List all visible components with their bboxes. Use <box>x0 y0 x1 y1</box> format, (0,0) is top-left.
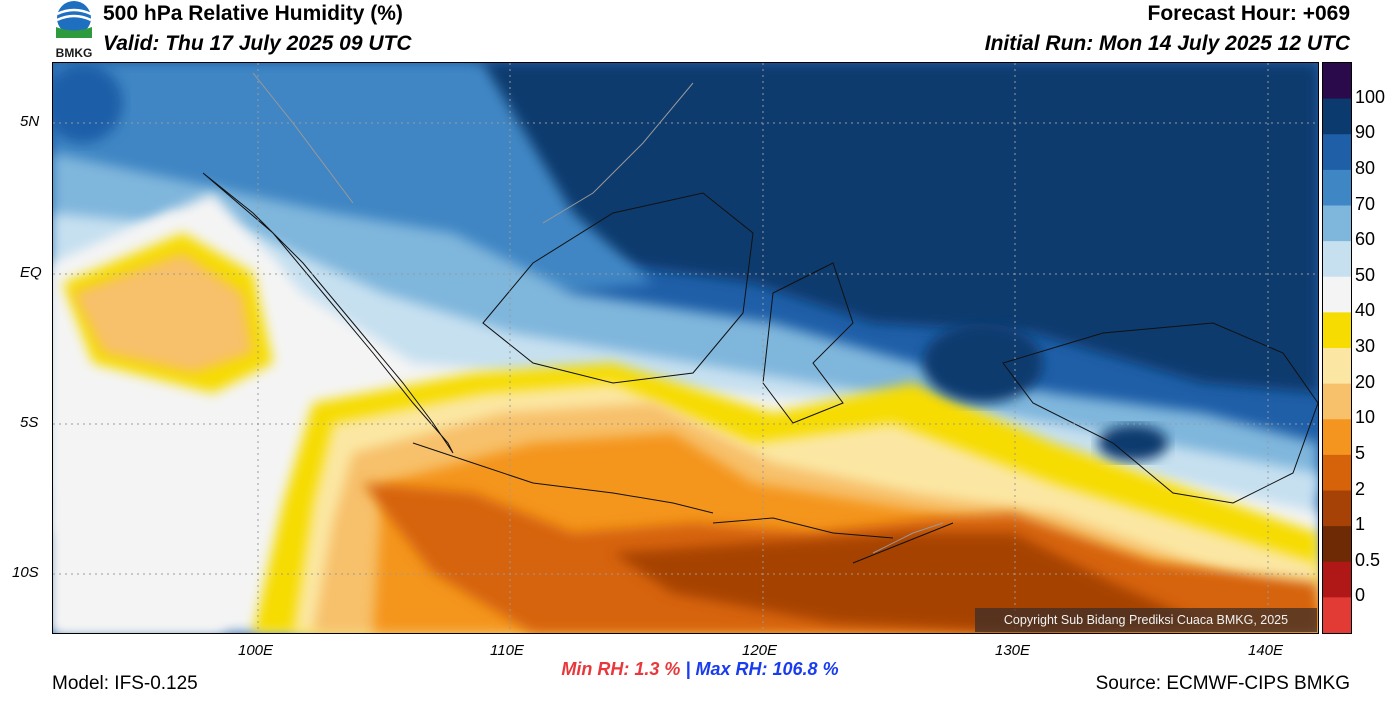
colorbar-swatch <box>1323 490 1351 527</box>
source-label: Source: ECMWF-CIPS BMKG <box>1095 673 1350 694</box>
colorbar-swatches <box>1323 63 1351 634</box>
colorbar-label: 1 <box>1355 514 1366 535</box>
valid-time: Valid: Thu 17 July 2025 09 UTC <box>103 32 412 55</box>
lon-tick-140e: 140E <box>1248 642 1284 659</box>
colorbar-label: 30 <box>1355 336 1376 356</box>
max-rh: Max RH: 106.8 % <box>695 659 839 679</box>
colorbar-label: 10 <box>1355 407 1376 428</box>
lon-tick-120e: 120E <box>742 642 778 659</box>
colorbar-swatch <box>1323 561 1351 598</box>
colorbar-swatch <box>1323 169 1351 207</box>
colorbar-swatch <box>1323 276 1351 313</box>
colorbar-swatch <box>1323 312 1351 349</box>
colorbar-label: 90 <box>1355 122 1376 143</box>
colorbar-label: 50 <box>1355 264 1376 285</box>
lat-tick-5s: 5S <box>20 414 39 431</box>
model-label: Model: IFS-0.125 <box>52 673 198 694</box>
lon-tick-130e: 130E <box>995 642 1031 659</box>
colorbar-label: 60 <box>1355 229 1376 250</box>
colorbar-swatch <box>1323 241 1351 278</box>
colorbar-label: 2 <box>1355 478 1366 499</box>
colorbar-label: 0 <box>1355 585 1366 606</box>
colorbar-swatch <box>1323 348 1351 385</box>
colorbar-swatch <box>1323 98 1351 135</box>
lon-tick-110e: 110E <box>490 642 524 659</box>
colorbar-swatch <box>1323 526 1351 563</box>
colorbar-swatch <box>1323 205 1351 242</box>
lon-tick-100e: 100E <box>238 642 274 659</box>
colorbar-swatch <box>1323 383 1351 420</box>
colorbar-swatch <box>1323 454 1351 492</box>
colorbar-label: 20 <box>1355 371 1376 392</box>
rh-stats: Min RH: 1.3 % | Max RH: 106.8 % <box>0 659 1400 680</box>
colorbar-swatch <box>1323 419 1351 456</box>
colorbar-label: 0.5 <box>1355 549 1381 570</box>
colorbar-label: 5 <box>1355 442 1366 463</box>
forecast-hour: Forecast Hour: +069 <box>1147 2 1351 25</box>
colorbar-swatch <box>1323 134 1351 171</box>
colorbar-swatch <box>1323 597 1351 634</box>
colorbar-label: 70 <box>1355 193 1376 214</box>
stats-separator: | <box>685 659 691 679</box>
humidity-map <box>52 62 1319 634</box>
lat-tick-5n: 5N <box>20 113 40 130</box>
colorbar-label: 40 <box>1355 300 1376 321</box>
map-title: 500 hPa Relative Humidity (%) <box>103 2 403 25</box>
lat-tick-eq: EQ <box>20 264 42 281</box>
lat-tick-10s: 10S <box>12 564 39 581</box>
initial-run: Initial Run: Mon 14 July 2025 12 UTC <box>984 32 1350 55</box>
colorbar <box>1322 62 1352 634</box>
min-rh: Min RH: 1.3 % <box>561 659 681 679</box>
bmkg-logo: BMKG <box>56 1 93 60</box>
logo-text: BMKG <box>56 46 93 60</box>
colorbar-label: 100 <box>1355 86 1386 107</box>
humidity-field <box>53 63 1318 633</box>
colorbar-label: 80 <box>1355 157 1376 178</box>
copyright-notice: Copyright Sub Bidang Prediksi Cuaca BMKG… <box>975 608 1317 632</box>
colorbar-swatch <box>1323 63 1351 100</box>
